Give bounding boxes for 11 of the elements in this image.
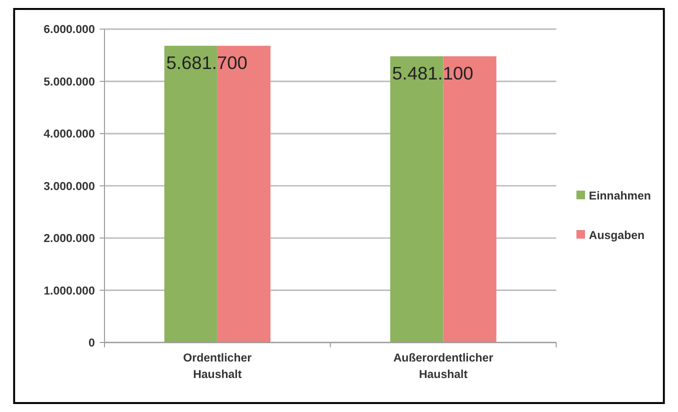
y-tick-label: 2.000.000 bbox=[44, 233, 95, 246]
legend-label: Einnahmen bbox=[588, 190, 651, 202]
y-tick-label: 5.000.000 bbox=[44, 76, 95, 88]
y-tick-label: 4.000.000 bbox=[44, 128, 95, 141]
y-tick-label: 0 bbox=[88, 338, 95, 350]
x-tick-label: Ordentlicher Haushalt bbox=[183, 352, 252, 382]
y-tick-label: 6.000.000 bbox=[44, 24, 95, 36]
legend-label: Ausgaben bbox=[588, 230, 645, 242]
y-tick-label: 1.000.000 bbox=[44, 285, 95, 298]
y-tick-label: 3.000.000 bbox=[44, 180, 95, 193]
x-tick-label: Außerordentlicher Haushalt bbox=[393, 352, 494, 382]
